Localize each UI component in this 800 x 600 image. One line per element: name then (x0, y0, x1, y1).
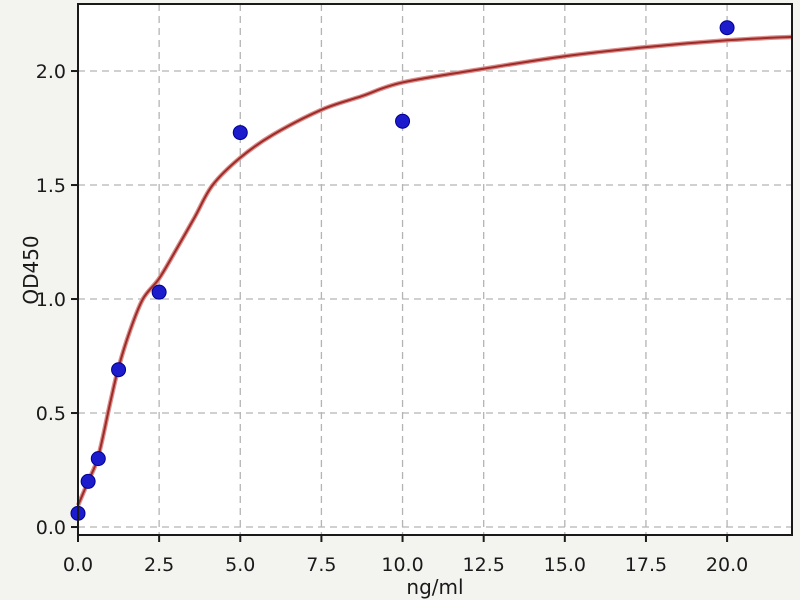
x-tick-label: 20.0 (706, 554, 748, 576)
y-tick-label: 0.5 (36, 403, 66, 425)
x-tick-label: 10.0 (381, 554, 423, 576)
y-axis-label: OD450 (19, 235, 43, 304)
x-tick-label: 15.0 (544, 554, 586, 576)
x-tick-label: 7.5 (306, 554, 336, 576)
data-point (111, 362, 127, 378)
x-tick-label: 2.5 (144, 554, 174, 576)
data-point (719, 20, 735, 36)
data-series (70, 20, 793, 521)
data-point (90, 451, 106, 467)
plot-area-background (78, 4, 792, 535)
x-tick-label: 12.5 (463, 554, 505, 576)
data-point (151, 284, 167, 300)
x-tick-label: 0.0 (63, 554, 93, 576)
y-tick-label: 0.0 (36, 517, 66, 539)
data-point (232, 125, 248, 141)
y-tick-label: 1.5 (36, 175, 66, 197)
x-tick-label: 5.0 (225, 554, 255, 576)
fit-curve (77, 35, 793, 506)
y-tick-label: 2.0 (36, 61, 66, 83)
x-tick-label: 17.5 (625, 554, 667, 576)
axes-frame (77, 3, 793, 536)
y-tick-label: 1.0 (36, 289, 66, 311)
axis-ticks: 0.0 2.5 5.0 7.5 10.0 12.5 15.0 17.5 20.0 0.0 0.5 1.… (36, 61, 748, 576)
data-point (80, 473, 96, 489)
data-point (395, 113, 411, 129)
x-axis-label: ng/ml (406, 575, 463, 599)
